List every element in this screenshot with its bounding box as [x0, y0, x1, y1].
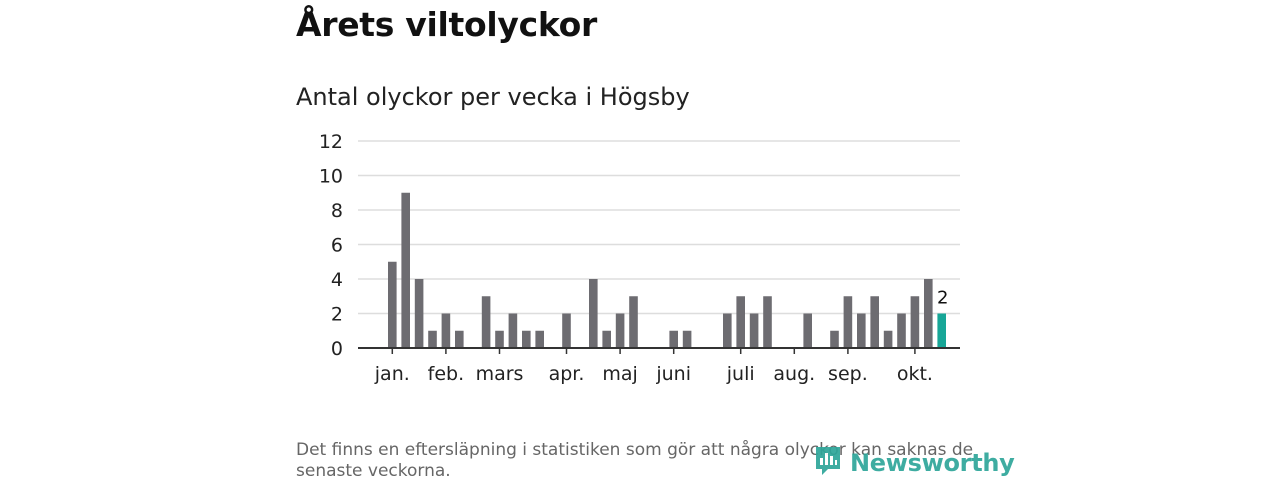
bar	[401, 192, 410, 348]
bar	[508, 313, 518, 348]
bar	[535, 330, 544, 348]
bar	[830, 330, 839, 348]
bar	[522, 330, 531, 348]
x-tick-label: maj	[602, 363, 637, 385]
brand-name: Newsworthy	[850, 449, 1015, 477]
bar	[414, 279, 424, 348]
y-tick-label: 0	[331, 338, 343, 360]
bar	[495, 330, 504, 348]
bar	[803, 313, 812, 348]
bar	[428, 330, 437, 348]
bar	[883, 330, 893, 348]
y-tick-label: 6	[331, 235, 343, 257]
bar	[723, 313, 732, 348]
x-tick-label: jan.	[374, 363, 410, 385]
bar	[455, 330, 464, 348]
bar-highlight	[937, 313, 946, 348]
bar	[763, 296, 772, 348]
y-tick-label: 2	[331, 304, 343, 326]
bar	[629, 296, 638, 348]
y-tick-label: 4	[331, 269, 343, 291]
bar	[736, 296, 745, 348]
bar	[615, 313, 625, 348]
x-tick-label: juni	[655, 363, 691, 385]
chart-title: Antal olyckor per vecka i Högsby	[296, 83, 690, 111]
bar	[602, 330, 611, 348]
bar	[669, 330, 678, 348]
bar	[388, 261, 397, 348]
bar	[857, 313, 866, 348]
bar	[589, 279, 598, 348]
bar	[749, 313, 759, 348]
footnote: Det finns en eftersläpning i statistiken…	[296, 440, 974, 481]
x-tick-label: mars	[476, 363, 524, 385]
bar-chart: 0 2 4 6 8 10 12 2 jan. feb. mars apr. maj juni juli aug…	[319, 131, 960, 385]
bar	[924, 279, 933, 348]
bar	[682, 330, 692, 348]
bar	[897, 313, 906, 348]
x-tick-label: apr.	[549, 363, 585, 385]
brand-logo[interactable]: Newsworthy	[814, 445, 1015, 481]
bar	[910, 296, 920, 348]
bar	[870, 296, 879, 348]
x-tick-label: sep.	[828, 363, 868, 385]
bar	[562, 313, 571, 348]
y-tick-label: 10	[319, 166, 343, 188]
data-label: 2	[937, 288, 948, 309]
bar	[843, 296, 853, 348]
x-tick-label: okt.	[897, 363, 933, 385]
bar	[441, 313, 451, 348]
y-tick-label: 8	[331, 200, 343, 222]
y-tick-label: 12	[319, 131, 343, 153]
x-tick-label: feb.	[428, 363, 464, 385]
x-tick-label: juli	[726, 363, 755, 385]
x-tick-label: aug.	[773, 363, 815, 385]
newsworthy-logo-icon	[814, 445, 842, 481]
page-title: Årets viltolyckor	[296, 5, 597, 44]
bar	[481, 296, 491, 348]
